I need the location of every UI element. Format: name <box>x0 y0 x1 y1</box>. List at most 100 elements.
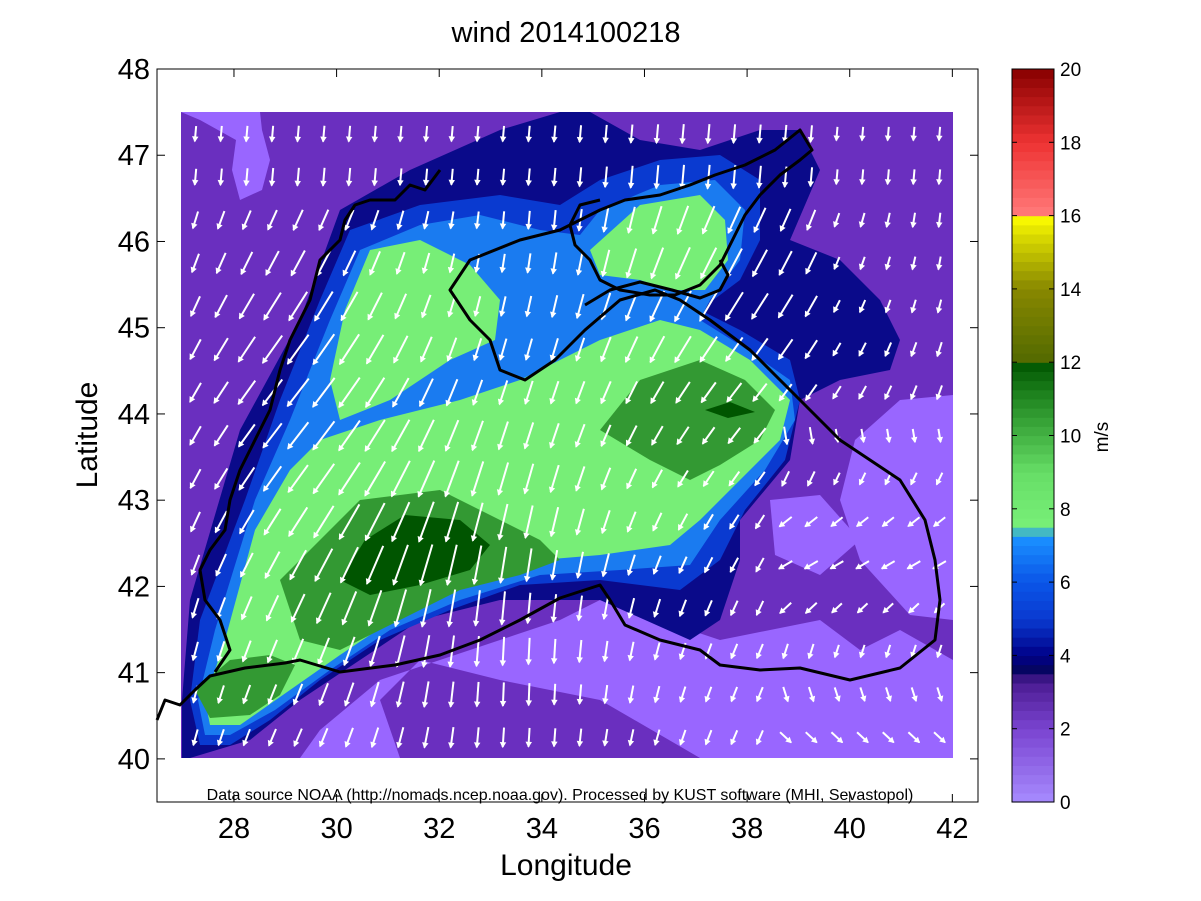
wind-arrow-head <box>653 137 661 145</box>
wind-arrow-head <box>344 741 351 748</box>
wind-arrow-head <box>858 263 866 271</box>
wind-arrow-head <box>448 223 455 230</box>
wind-arrow-head <box>653 696 660 704</box>
x-tick-label: 30 <box>320 813 352 845</box>
wind-arrow-head <box>932 520 940 527</box>
wind-arrow-head <box>939 736 946 744</box>
wind-arrow-head <box>600 483 607 491</box>
wind-arrow-head <box>576 698 584 706</box>
field-band-7-9-north <box>590 195 728 290</box>
wind-arrow-shaft <box>286 377 310 407</box>
x-tick-label: 34 <box>526 813 558 845</box>
wind-arrow-head <box>699 315 706 322</box>
wind-arrow-head <box>803 563 811 570</box>
wind-arrow-head <box>445 579 452 586</box>
wind-arrow-head <box>338 444 345 452</box>
wind-arrow-head <box>265 269 272 276</box>
wind-arrow-head <box>391 445 398 453</box>
colorbar-swatch <box>1012 728 1054 739</box>
wind-arrow-head <box>470 535 478 542</box>
wind-arrow-head <box>294 136 302 143</box>
wind-arrow-shaft <box>261 334 283 364</box>
wind-arrow-head <box>778 521 786 528</box>
wind-arrow-head <box>497 398 505 406</box>
wind-arrow-head <box>243 180 250 187</box>
colorbar-swatch <box>1012 270 1054 281</box>
wind-arrow-head <box>264 572 271 579</box>
colorbar-swatch <box>1012 554 1054 565</box>
wind-arrow-head <box>524 354 531 361</box>
wind-arrow-head <box>704 183 712 190</box>
wind-arrow-head <box>549 354 556 362</box>
x-tick-label: 28 <box>218 813 250 845</box>
wind-arrow-head <box>263 313 270 321</box>
colorbar-tick-label: 4 <box>1060 646 1071 667</box>
colorbar-tick-label: 20 <box>1060 60 1081 81</box>
wind-arrow-head <box>240 268 247 276</box>
wind-arrow-head <box>344 224 351 231</box>
wind-arrow-shaft <box>649 335 666 363</box>
wind-arrow-head <box>417 536 424 543</box>
wind-arrow-head <box>936 264 943 271</box>
wind-arrow-head <box>600 355 607 363</box>
wind-arrow-head <box>290 616 297 623</box>
wind-arrow-head <box>862 736 869 744</box>
wind-arrow-head <box>551 136 558 143</box>
wind-arrow-head <box>345 180 353 187</box>
wind-arrow-head <box>833 135 840 142</box>
wind-arrow-shaft <box>421 589 432 627</box>
wind-arrow-head <box>364 445 371 452</box>
wind-arrow-head <box>935 478 942 486</box>
colorbar-swatch <box>1012 224 1054 235</box>
wind-arrow-head <box>550 268 557 275</box>
wind-arrow-shaft <box>262 465 283 492</box>
wind-arrow-head <box>678 653 685 661</box>
wind-arrow-head <box>524 310 531 318</box>
wind-arrow-head <box>318 699 325 707</box>
colorbar-swatch <box>1012 600 1054 611</box>
wind-arrow-head <box>342 269 349 277</box>
wind-arrow-shaft <box>471 420 484 451</box>
wind-arrow-head <box>804 310 811 318</box>
wind-arrow-head <box>576 740 584 748</box>
wind-arrow-head <box>312 401 319 408</box>
wind-arrow-shaft <box>725 248 743 278</box>
wind-arrow-head <box>910 135 917 142</box>
wind-arrow-head <box>652 568 659 575</box>
wind-arrow-head <box>471 578 479 586</box>
wind-arrow-head <box>549 530 556 538</box>
wind-arrow-shaft <box>315 592 332 624</box>
wind-arrow-head <box>525 180 532 187</box>
wind-arrow-head <box>237 398 244 405</box>
wind-arrow-head <box>524 618 532 625</box>
wind-arrow-head <box>678 567 685 574</box>
wind-arrow-head <box>523 532 530 539</box>
wind-arrow-head <box>550 658 558 665</box>
wind-arrow-head <box>368 660 375 668</box>
wind-arrow-head <box>728 479 735 487</box>
wind-arrow-head <box>189 438 196 446</box>
wind-arrow-head <box>191 654 198 662</box>
wind-arrow-head <box>391 535 398 543</box>
wind-arrow-head <box>601 226 608 233</box>
wind-arrow-head <box>268 180 276 187</box>
colorbar-swatch <box>1012 618 1054 629</box>
wind-arrow-head <box>627 739 635 747</box>
wind-arrow-head <box>240 613 247 621</box>
wind-arrow-head <box>703 523 710 531</box>
colorbar-swatch <box>1012 426 1054 437</box>
wind-arrow-head <box>473 661 481 668</box>
wind-arrow-head <box>807 181 815 188</box>
wind-arrow-head <box>395 701 403 708</box>
colorbar-swatch <box>1012 527 1054 537</box>
wind-arrow-head <box>624 356 631 363</box>
x-tick-label: 38 <box>731 813 763 845</box>
wind-arrow-head <box>499 310 506 317</box>
wind-arrow-head <box>860 695 867 702</box>
wind-arrow-head <box>418 579 425 587</box>
colorbar-swatch <box>1012 774 1054 785</box>
wind-arrow-head <box>730 137 738 145</box>
wind-arrow-head <box>858 350 865 357</box>
wind-arrow-head <box>678 739 686 746</box>
wind-arrow-head <box>910 221 917 229</box>
